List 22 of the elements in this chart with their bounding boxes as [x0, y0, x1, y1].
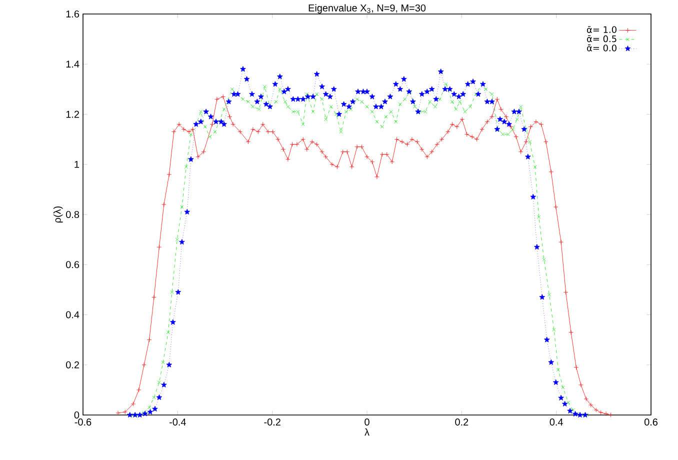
y-tick-label: 1.2 — [66, 110, 79, 118]
x-tick-label: -0.6 — [74, 418, 92, 426]
y-axis-title: ρ(λ) — [53, 206, 63, 222]
y-tick-label: 0.6 — [66, 261, 80, 268]
chart-title: Eigenvalue X$_{3}$, N=9, M=30 — [308, 4, 426, 14]
x-tick-label: -0.4 — [170, 418, 186, 426]
x-tick-label: 0 — [364, 418, 370, 426]
y-tick-label: 1.4 — [66, 60, 80, 68]
x-tick-label: -0.2 — [264, 418, 280, 426]
y-tick-label: 0 — [74, 411, 80, 419]
y-tick-label: 0.2 — [66, 361, 79, 368]
legend-label: ᾱ= 1.0 — [587, 26, 616, 34]
x-tick-label: 0.6 — [644, 418, 658, 426]
legend-label: ᾱ= 0.5 — [587, 35, 616, 42]
y-tick-label: 1.6 — [66, 10, 80, 18]
y-tick-label: 0.8 — [66, 210, 80, 218]
y-tick-label: 1 — [74, 160, 79, 168]
x-tick-label: 0.2 — [455, 418, 468, 426]
y-tick-label: 0.4 — [66, 311, 80, 318]
legend-label: ᾱ= 0.0 — [587, 44, 616, 52]
x-axis-title: λ — [364, 428, 370, 436]
x-tick-label: 0.4 — [550, 418, 563, 426]
